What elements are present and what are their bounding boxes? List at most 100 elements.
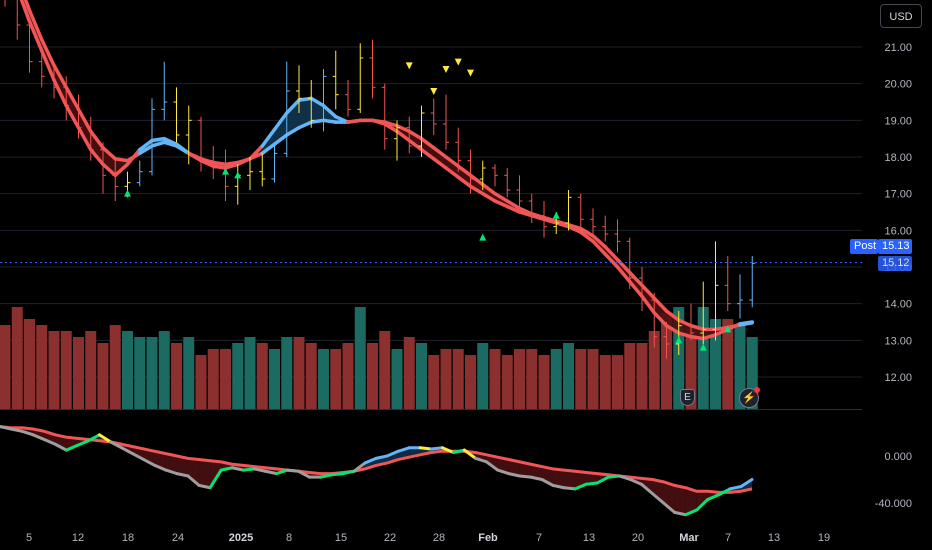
time-tick-label: 13	[583, 532, 595, 544]
ema-fast-segment	[101, 162, 117, 178]
ema-slow-segment	[640, 283, 656, 300]
osc-fill	[586, 472, 598, 485]
ema-slow-segment	[297, 120, 313, 130]
osc-main-segment	[695, 497, 710, 512]
ema-fast-segment	[444, 166, 460, 179]
ema-slow-segment	[542, 215, 558, 223]
osc-fill	[508, 459, 520, 476]
osc-main-segment	[330, 472, 345, 477]
ema-fast-segment	[554, 221, 571, 229]
ema-fast-segment	[236, 157, 252, 167]
volume-bar	[0, 325, 11, 409]
volume-bar	[624, 343, 636, 409]
volume-bar	[403, 337, 415, 409]
osc-main-segment	[518, 474, 533, 479]
ema-fast-segment	[64, 103, 81, 130]
ema-slow-segment	[285, 125, 301, 137]
osc-main-segment	[230, 466, 245, 472]
ema-fast-segment	[517, 210, 534, 218]
volume-bar	[293, 337, 305, 409]
osc-main-segment	[186, 474, 201, 487]
osc-fill	[165, 453, 177, 474]
osc-fill	[674, 485, 686, 515]
volume-bar	[244, 337, 256, 409]
ema-slow-segment	[713, 325, 730, 332]
ema-fast-segment	[689, 334, 705, 341]
oscillator-pane	[0, 425, 754, 517]
ema-slow-segment	[677, 318, 693, 328]
price-tick-label: 14.00	[884, 299, 912, 311]
ema-slow-segment	[493, 191, 509, 203]
price-axis: 21.0020.0019.0018.0017.0016.0015.0014.00…	[884, 42, 912, 384]
ema-fast-segment	[27, 19, 44, 53]
osc-main-segment	[374, 454, 389, 460]
osc-main-segment	[418, 446, 433, 451]
osc-fill	[519, 461, 531, 478]
ema-fast-segment	[174, 142, 191, 156]
volume-bar	[673, 307, 685, 409]
osc-main-segment	[274, 468, 290, 476]
ema-slow-segment	[444, 155, 460, 168]
price-tick-label: 20.00	[884, 79, 912, 91]
volume-bar	[85, 331, 97, 409]
osc-main-segment	[529, 475, 544, 481]
osc-main-segment	[562, 486, 577, 491]
osc-main-segment	[131, 452, 146, 462]
volume-bar	[48, 331, 60, 409]
volume-bar	[36, 325, 48, 409]
volume-bar	[379, 331, 391, 409]
osc-main-segment	[684, 508, 699, 517]
osc-main-segment	[396, 446, 411, 453]
ema-slow-segment	[27, 8, 44, 42]
ribbon-fill	[103, 147, 116, 176]
osc-main-segment	[64, 443, 79, 452]
volume-bar	[746, 337, 758, 409]
ema-fast-segment	[40, 48, 56, 82]
post-label-tag: Post	[850, 239, 878, 254]
volume-bar	[122, 331, 133, 409]
last-price-tag: 15.12	[878, 256, 912, 271]
osc-main-segment	[252, 467, 267, 473]
lightning-icon[interactable]: ⚡	[739, 388, 759, 408]
currency-button[interactable]: USD	[880, 4, 922, 28]
osc-main-segment	[363, 456, 378, 465]
ema-fast-segment	[260, 127, 277, 148]
volume-bar	[734, 325, 746, 409]
ema-slow-segment	[505, 199, 522, 211]
volume-bar	[710, 319, 721, 409]
earnings-badge[interactable]: E	[680, 389, 695, 406]
volume-bar	[73, 337, 84, 409]
ema-slow-segment	[101, 146, 117, 161]
ema-slow-segment	[89, 129, 105, 150]
buy-signal-marker	[552, 211, 560, 219]
ema-fast-segment	[738, 320, 754, 326]
volume-bar	[538, 355, 550, 409]
ema-slow-segment	[40, 37, 56, 68]
osc-main-segment	[142, 458, 157, 467]
volume-bar	[158, 331, 170, 409]
volume-bar	[661, 313, 672, 409]
volume-bar	[514, 349, 525, 409]
ema-slow-segment	[407, 129, 424, 141]
volume-bar	[134, 337, 146, 409]
volume-bar	[171, 343, 182, 409]
osc-main-segment	[197, 483, 212, 490]
ema-slow-segment	[162, 140, 179, 148]
ema-fast-segment	[272, 111, 289, 132]
ema-fast-segment	[395, 129, 411, 143]
osc-main-segment	[0, 425, 13, 431]
osc-fill	[685, 487, 697, 515]
osc-fill	[199, 459, 211, 488]
osc-main-segment	[31, 433, 46, 442]
ema-fast-segment	[530, 213, 546, 222]
ema-slow-segment	[419, 136, 436, 150]
time-tick-label: 18	[122, 532, 134, 544]
osc-main-segment	[606, 474, 621, 479]
volume-bar	[648, 331, 660, 409]
buy-signal-marker	[724, 325, 732, 333]
osc-main-segment	[341, 469, 356, 476]
osc-main-segment	[584, 481, 599, 486]
volume-bar	[599, 355, 611, 409]
post-price-tag: 15.13	[878, 239, 912, 254]
